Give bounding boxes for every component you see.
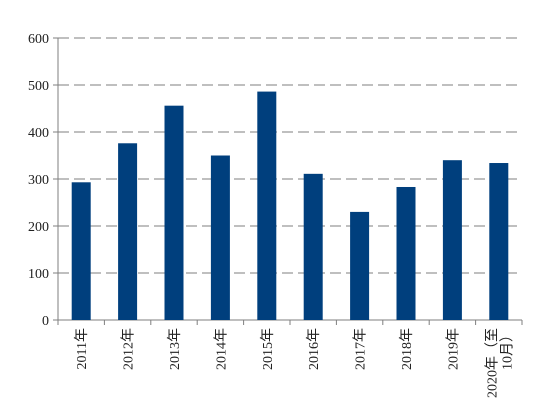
x-tick-label: 2012年	[121, 328, 137, 370]
bar	[396, 186, 416, 320]
y-tick-label: 300	[28, 173, 49, 188]
x-tick-label: 2011年	[74, 328, 90, 369]
y-tick-label: 500	[28, 79, 49, 94]
x-tick-label: 2019年	[445, 328, 461, 370]
y-axis-tick-labels: 0 100 200 300 400 500 600	[28, 32, 49, 329]
bar	[303, 173, 323, 320]
bar	[350, 211, 370, 320]
bar	[118, 143, 138, 320]
x-tick-label: 2014年	[213, 328, 229, 370]
bars	[71, 91, 509, 321]
y-tick-label: 200	[28, 220, 49, 235]
x-tick-label: 2018年	[399, 328, 415, 370]
x-tick-label-line: 2020年（至	[484, 328, 500, 398]
bar	[489, 163, 509, 320]
x-tick-label: 2015年	[260, 328, 276, 370]
x-axis-tick-labels: 2011年 2012年 2013年 2014年 2015年 2016年 2017年 2018年…	[74, 328, 515, 398]
x-tick-label: 2013年	[167, 328, 183, 370]
x-tick-label-line: 10月）	[499, 328, 515, 370]
bar	[257, 91, 277, 320]
x-tick-label: 2020年（至10月）	[484, 328, 515, 398]
bar	[442, 160, 462, 320]
bar	[210, 155, 230, 320]
y-tick-label: 0	[42, 314, 49, 329]
x-tick-label: 2017年	[353, 328, 369, 370]
bar	[71, 182, 91, 320]
y-tick-label: 600	[28, 32, 49, 47]
y-tick-label: 400	[28, 126, 49, 141]
y-tick-label: 100	[28, 267, 49, 282]
x-tick-label: 2016年	[306, 328, 322, 370]
bar	[164, 105, 184, 321]
